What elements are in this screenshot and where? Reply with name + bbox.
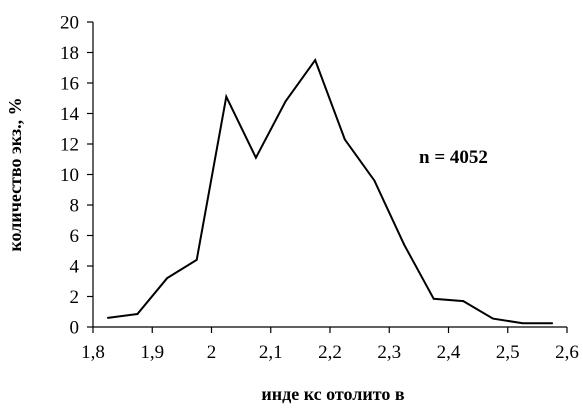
x-tick-label: 2,5 xyxy=(496,342,520,363)
x-tick-label: 1,9 xyxy=(140,342,164,363)
data-point xyxy=(195,259,198,261)
series xyxy=(106,57,554,325)
x-tick-label: 2,4 xyxy=(437,342,461,363)
data-point xyxy=(432,297,435,300)
y-tick-label: 6 xyxy=(70,226,80,247)
y-tick-label: 12 xyxy=(60,135,79,156)
data-point xyxy=(403,243,405,246)
y-tick-label: 16 xyxy=(60,74,79,95)
y-tick-label: 4 xyxy=(70,257,80,278)
y-tick-label: 14 xyxy=(60,104,80,125)
series-line xyxy=(107,57,553,325)
data-point xyxy=(462,300,465,302)
sample-size-annotation: n = 4052 xyxy=(419,147,488,168)
x-tick-label: 2,2 xyxy=(318,342,342,363)
data-point xyxy=(551,322,554,325)
y-tick-label: 0 xyxy=(70,318,80,339)
x-tick-label: 2 xyxy=(207,342,217,363)
y-tick-label: 8 xyxy=(70,196,80,217)
data-point xyxy=(284,100,287,103)
data-point xyxy=(373,179,376,182)
y-tick-label: 18 xyxy=(60,43,79,64)
y-tick-label: 20 xyxy=(60,13,79,34)
data-point xyxy=(255,156,257,159)
data-point xyxy=(136,313,139,315)
data-point xyxy=(521,322,524,325)
data-point xyxy=(343,138,346,141)
y-axis-title: количество экз., % xyxy=(5,97,25,251)
x-tick-label: 1,8 xyxy=(81,342,105,363)
y-tick-label: 2 xyxy=(70,287,80,308)
data-point xyxy=(106,316,109,319)
data-point xyxy=(166,277,168,280)
x-tick-label: 2,3 xyxy=(377,342,401,363)
data-point xyxy=(492,317,494,320)
data-point xyxy=(314,59,317,62)
y-tick-label: 10 xyxy=(60,165,79,186)
data-point xyxy=(225,95,228,98)
ticks: 0 2 4 6 8 10 12 14 16 18 20 1,8 1,9 2 2,1 2,2 2,3 2,4 2,5 2… xyxy=(60,13,579,364)
x-axis-title: инде кс отолито в xyxy=(261,384,404,404)
x-tick-label: 2,1 xyxy=(259,342,283,363)
x-tick-label: 2,6 xyxy=(555,342,579,363)
